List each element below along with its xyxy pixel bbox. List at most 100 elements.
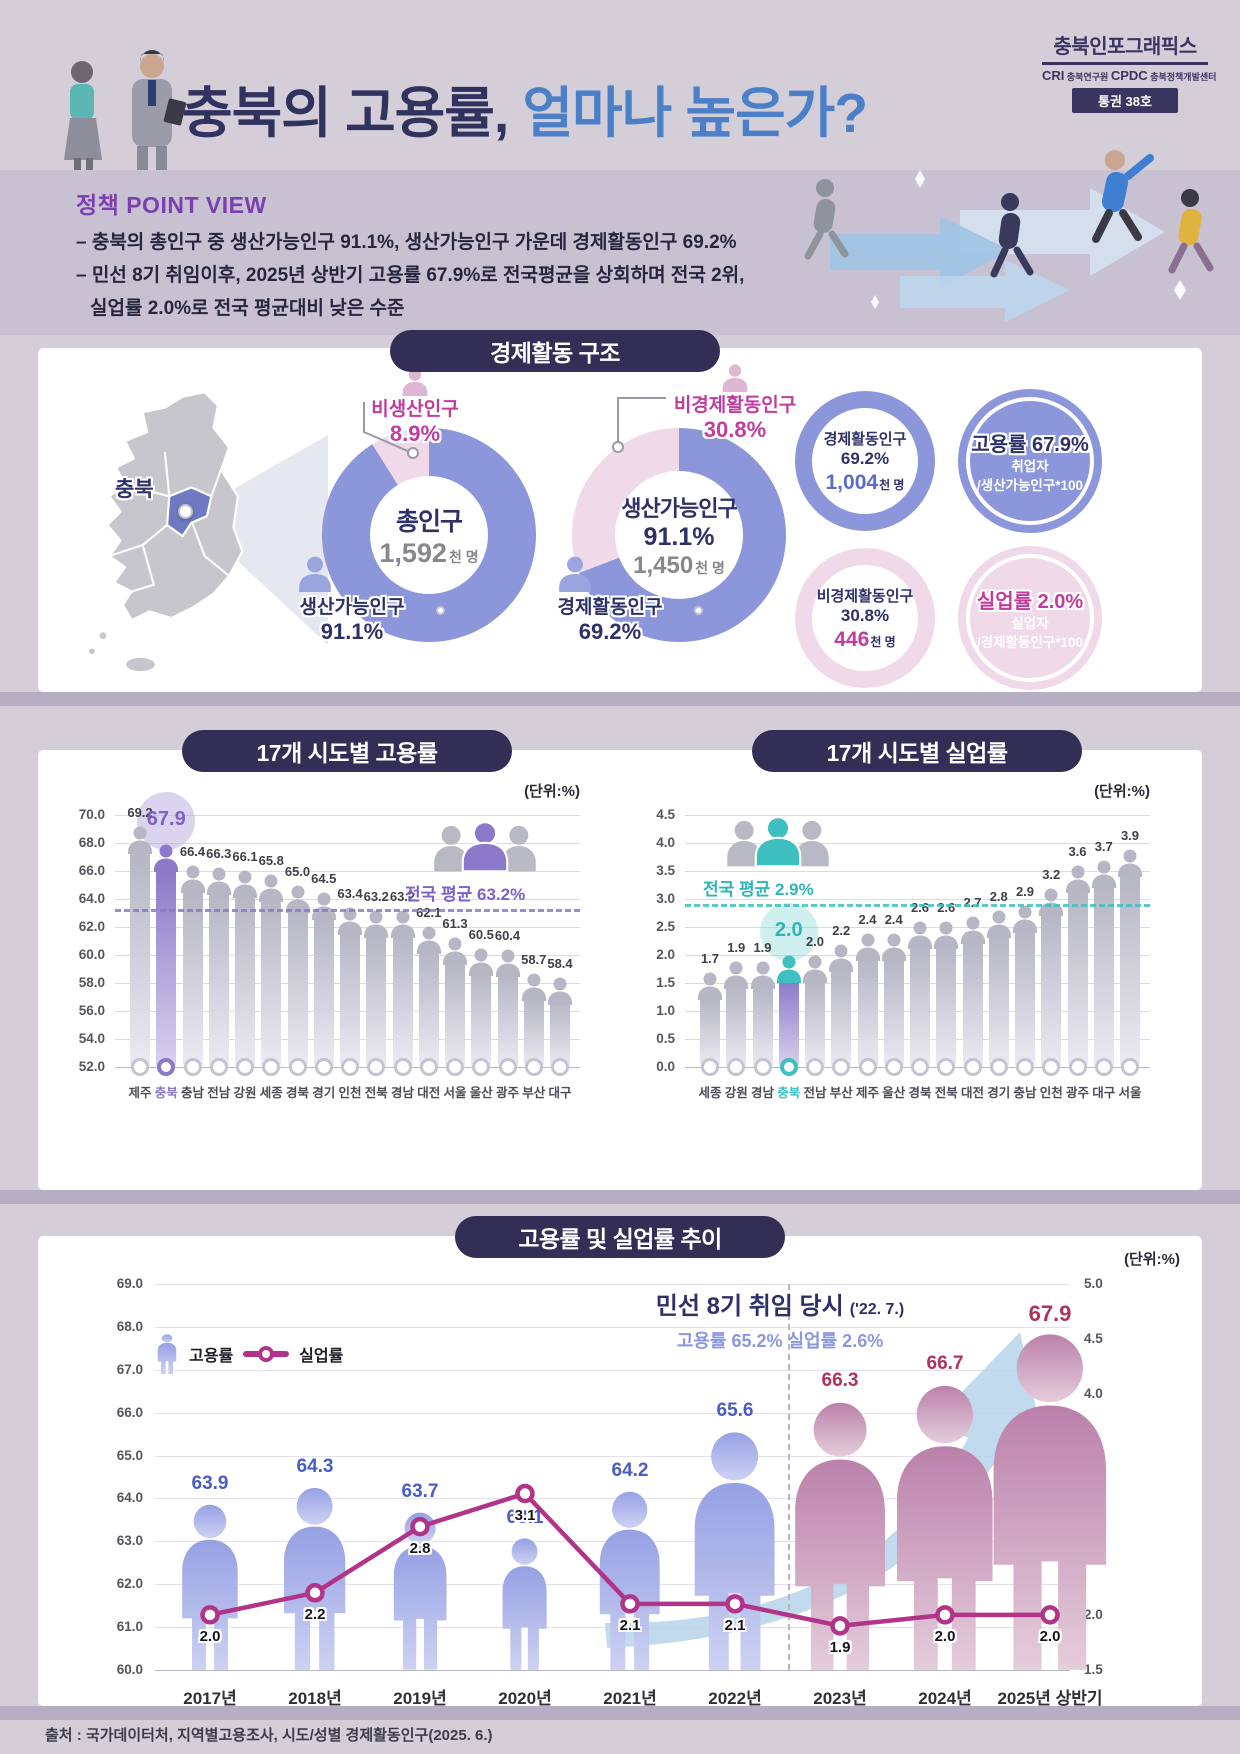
bar-value-label: 58.7 [521, 952, 547, 968]
x-axis-label: 2019년 [393, 1689, 447, 1708]
baseline-ring [1042, 1058, 1061, 1076]
stat-non-economically-active: 비경제활동인구 30.8% 446천 명 [795, 548, 935, 688]
issue-badge: 통권 38호 [1072, 88, 1178, 113]
line-value-label: 2.1 [724, 1616, 746, 1634]
baseline-ring [472, 1058, 491, 1076]
divider-strip-3 [0, 1706, 1240, 1720]
label-non-economically-active: 비경제활동인구 30.8% [630, 364, 840, 442]
x-axis-label: 충북 [154, 1086, 178, 1100]
bar-person [495, 949, 521, 978]
person-pictogram-icon [469, 948, 494, 976]
bar-person [1091, 860, 1117, 888]
bar-person [1065, 865, 1091, 894]
line-value-label: 2.8 [409, 1539, 431, 1557]
baseline-ring [341, 1058, 359, 1076]
person-icon [722, 364, 748, 392]
person-pictogram-icon [698, 972, 722, 1000]
baseline-ring [911, 1058, 929, 1076]
korea-map [89, 391, 244, 674]
trend-value-label: 66.7 [926, 1352, 964, 1374]
baseline-ring [701, 1058, 719, 1076]
trend-value-label: 64.2 [611, 1459, 649, 1481]
x-axis-label: 광주 [1065, 1086, 1089, 1100]
donut-total-population: 총인구 1,592 천 명 [322, 428, 536, 642]
baseline-ring [1068, 1058, 1087, 1076]
highlight-halo [137, 792, 196, 851]
page-title-blue: 얼마나 높은가? [508, 82, 867, 144]
person-figure-icon [182, 1504, 238, 1670]
bar-column [700, 997, 720, 1067]
x-axis-label: 제주 [855, 1086, 879, 1100]
person-figure-icon [993, 1334, 1107, 1670]
legend-unemployment-label: 실업률 [299, 1348, 344, 1365]
baseline-ring [367, 1058, 386, 1076]
gridline [685, 871, 1150, 872]
gridline [155, 1284, 1070, 1285]
y-axis-tick: 0.0 [656, 1059, 675, 1074]
baseline-ring [832, 1058, 851, 1076]
person-figure-icon [795, 1402, 885, 1670]
trend-value-label: 63.9 [191, 1472, 229, 1494]
bar-person [986, 910, 1012, 939]
bar-column [366, 936, 387, 1067]
runner-navy [990, 193, 1034, 278]
bar-column [497, 975, 518, 1067]
left-axis-tick: 68.0 [116, 1318, 143, 1334]
x-axis-label: 전북 [934, 1086, 958, 1100]
gridline [115, 871, 580, 872]
baseline-ring [288, 1058, 307, 1076]
bar-column [831, 969, 852, 1067]
x-axis-label: 2023년 [813, 1689, 867, 1708]
stat-unemployment-rate: 실업률 2.0% 실업자 /경제활동인구*100 [958, 546, 1102, 690]
x-axis-label: 강원 [233, 1086, 257, 1100]
bar-person [1117, 849, 1143, 877]
donut-total-center: 총인구 1,592 천 명 [370, 476, 488, 594]
legend-person-icon [155, 1334, 179, 1374]
donut2-dot [694, 606, 703, 615]
baseline-ring [551, 1058, 569, 1076]
bar-person [933, 921, 959, 950]
x-axis-label: 광주 [495, 1086, 519, 1100]
person-pictogram-icon [1118, 849, 1142, 877]
bar-column [523, 999, 544, 1067]
gridline [155, 1455, 1070, 1457]
bar-column [471, 974, 492, 1067]
bar-person [960, 916, 986, 944]
bar-value-label: 60.5 [468, 927, 494, 942]
national-average-line [115, 909, 580, 913]
baseline-ring [209, 1058, 228, 1076]
bar-column [550, 1003, 570, 1067]
left-axis-tick: 61.0 [116, 1619, 143, 1635]
bar-person [697, 972, 723, 1000]
bar-value-label: 2.9 [1015, 883, 1035, 899]
trend-value-label: 63.7 [401, 1481, 439, 1503]
bar-person [180, 865, 206, 894]
trend-figure [683, 1430, 786, 1670]
bar-column [726, 986, 747, 1067]
donut-working-connector [612, 397, 666, 453]
runner-yellow [1168, 189, 1214, 274]
bar-column [857, 958, 878, 1067]
bar-column [936, 947, 957, 1067]
annotation-sub: 고용률 65.2% 실업률 2.6% [676, 1331, 884, 1351]
x-axis-label: 경기 [312, 1086, 336, 1100]
x-axis-label: 전남 [803, 1086, 827, 1100]
person-pictogram-icon [495, 949, 520, 978]
line-value-label: 2.2 [304, 1605, 326, 1623]
x-axis-label: 인천 [1039, 1086, 1063, 1100]
bar-person [442, 937, 468, 965]
policy-lines: – 충북의 총인구 중 생산가능인구 91.1%, 생산가능인구 가운데 경제활… [76, 226, 744, 325]
chart-trend: 69.0 68.0 67.0 66.0 65.0 64.0 63.0 62.0 61.0 60.0… [60, 1270, 1180, 1708]
baseline-ring [884, 1058, 903, 1076]
right-axis-tick: 1.5 [1084, 1662, 1103, 1677]
y-axis-tick: 1.0 [656, 1003, 675, 1018]
donut-total-value: 1,592 천 명 [379, 537, 479, 568]
line-value-label: 1.9 [829, 1638, 851, 1656]
bar-person [723, 961, 749, 989]
left-axis-tick: 63.0 [116, 1533, 143, 1549]
baseline-ring [858, 1058, 877, 1076]
baseline-ring [183, 1058, 202, 1076]
person-figure-icon [502, 1538, 548, 1670]
bar-column [182, 891, 203, 1067]
bar-person [881, 933, 907, 961]
